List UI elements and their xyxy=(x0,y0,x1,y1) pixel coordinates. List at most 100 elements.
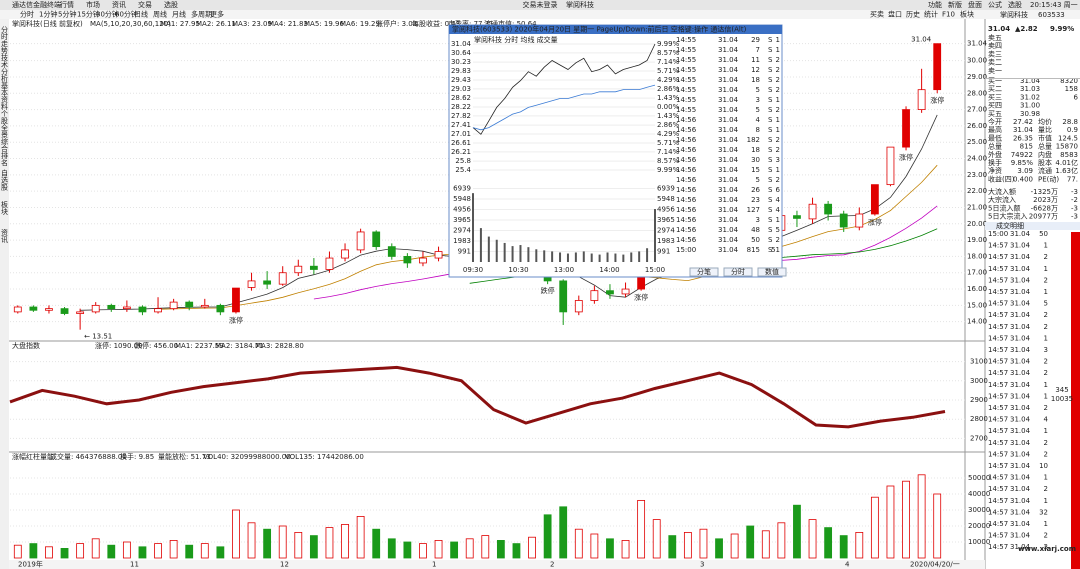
volume-bar xyxy=(559,506,568,559)
y-tick-label: 31.04 xyxy=(451,40,472,48)
trade-cell: 3 xyxy=(776,156,780,164)
menu-right[interactable]: 新版 xyxy=(948,0,962,9)
trade-cell: 31.04 xyxy=(718,206,739,214)
trade-cell: S xyxy=(768,226,773,234)
trade-cell: S xyxy=(768,186,773,194)
period-tab[interactable]: 1分钟 xyxy=(39,10,57,19)
trade-cell: 14:56 xyxy=(676,126,697,134)
trade-cell: 7 xyxy=(756,46,760,54)
period-tab[interactable]: 周线 xyxy=(153,10,167,19)
tool-tab[interactable]: 统计 xyxy=(924,10,938,19)
sidebar-tab[interactable]: 个股全景 xyxy=(1,110,9,139)
sidebar-tab[interactable]: 分时走势 xyxy=(1,25,9,55)
sidebar-tab[interactable]: 技术分析 xyxy=(1,53,9,83)
legend-item: MA3: 23.09 xyxy=(232,20,272,28)
stat-cell: PE(动) xyxy=(1038,174,1059,183)
sidebar-tab[interactable]: 基本资料 xyxy=(1,81,9,111)
y-tick-label: 27.01 xyxy=(451,130,471,138)
candle-body xyxy=(200,304,209,308)
trade-cell: 4 xyxy=(756,116,761,124)
sidebar-tab[interactable]: 综合排名 xyxy=(1,137,9,167)
period-tab[interactable]: 更多 xyxy=(210,10,224,19)
y-tick-label: 5948 xyxy=(657,195,675,203)
menu-right[interactable]: 公式 xyxy=(988,0,1002,9)
popup-button[interactable] xyxy=(723,267,753,277)
menu-item[interactable]: 行情 xyxy=(60,0,74,9)
trade-cell: S xyxy=(768,196,773,204)
stat-cell: 量比 xyxy=(1038,125,1052,134)
sidebar-tab[interactable]: 自选股 xyxy=(1,169,9,192)
menu-right[interactable]: 功能 xyxy=(928,0,942,9)
trade-cell: 31.04 xyxy=(718,246,739,254)
stat-cell: 0.9 xyxy=(1067,126,1078,134)
popup-button[interactable] xyxy=(757,267,787,277)
period-tab[interactable]: 5分钟 xyxy=(58,10,76,19)
menu-item[interactable]: 资讯 xyxy=(112,0,126,9)
period-tab[interactable]: 60分钟 xyxy=(115,10,138,19)
flow-cell: 大流入额 xyxy=(988,187,1016,196)
time-axis xyxy=(9,560,985,569)
candle-body xyxy=(372,231,381,248)
volume-bar xyxy=(200,543,209,559)
y-tick-label: 29.00 xyxy=(967,73,987,81)
period-tab[interactable]: 多周期 xyxy=(191,10,212,19)
tool-tab[interactable]: 历史 xyxy=(906,10,920,19)
tool-tab[interactable]: 买卖 xyxy=(870,11,884,19)
menu-right[interactable]: 选股 xyxy=(1008,0,1022,9)
trade-cell: 8 xyxy=(756,126,760,134)
trade-cell: 14:56 xyxy=(676,206,697,214)
detail-cell: 31.04 xyxy=(1010,242,1031,250)
y-tick-label: 6939 xyxy=(657,184,675,192)
popup-button[interactable] xyxy=(689,267,719,277)
popup-button-label[interactable]: 分笔 xyxy=(697,267,711,276)
period-tab[interactable]: 月线 xyxy=(172,10,186,19)
flow-cell: -3 xyxy=(1071,188,1078,196)
flow-cell: 大宗流入 xyxy=(988,195,1016,204)
period-tab[interactable]: 30分钟 xyxy=(96,10,119,19)
trade-cell: S xyxy=(768,46,773,54)
legend-item: 量能放松: 51.73 xyxy=(158,452,211,461)
y-tick-label: 18.00 xyxy=(967,252,987,260)
candle-body xyxy=(606,290,614,295)
y-tick-label: 30.23 xyxy=(451,58,471,66)
trade-cell: 31.04 xyxy=(718,196,739,204)
detail-cell: 2 xyxy=(1044,276,1048,284)
period-tab[interactable]: 日线 xyxy=(134,10,148,19)
tool-tab[interactable]: F10 xyxy=(942,11,955,19)
candle-body xyxy=(138,306,147,313)
trade-cell: 2 xyxy=(776,136,780,144)
popup-button-label[interactable]: 分时 xyxy=(731,267,745,276)
popup-button-label[interactable]: 数值 xyxy=(765,267,779,276)
tool-tab[interactable]: 盘口 xyxy=(888,10,902,19)
y-tick-label: 2700 xyxy=(970,434,988,442)
y-tick-label: 2900 xyxy=(970,396,988,404)
menu-item[interactable]: 选股 xyxy=(164,0,178,9)
trade-cell: 2 xyxy=(776,106,780,114)
x-tick-label: 13:00 xyxy=(554,266,574,274)
pct-label: 8.57% xyxy=(657,49,680,57)
period-tab[interactable]: 分时 xyxy=(20,10,34,19)
book-cell: 买五 xyxy=(988,110,1002,118)
stat-cell: 收益(四) xyxy=(988,174,1015,183)
trade-cell: S xyxy=(768,116,773,124)
sidebar-tab[interactable]: 板块 xyxy=(1,200,9,216)
sidebar-tab[interactable]: 资讯 xyxy=(1,228,9,244)
volume-bar xyxy=(528,536,536,559)
y-tick-label: 10000 xyxy=(968,538,990,546)
tool-tab[interactable]: 板块 xyxy=(960,10,974,19)
trade-cell: S xyxy=(768,106,773,114)
y-tick-label: 991 xyxy=(657,248,670,256)
stat-cell: 最高 xyxy=(988,125,1002,134)
y-tick-label: 26.61 xyxy=(451,139,471,147)
period-tab[interactable]: 15分钟 xyxy=(77,10,100,19)
y-tick-label: 50000 xyxy=(968,474,990,482)
menu-item[interactable]: 交易 xyxy=(138,0,152,9)
menu-item[interactable]: 市场 xyxy=(86,0,100,9)
volume-bar xyxy=(683,532,692,559)
pane-title: 大盘指数 xyxy=(12,341,40,350)
legend-item: 成交量: 464376888.00 xyxy=(50,452,127,461)
index-line xyxy=(9,365,946,429)
menu-right[interactable]: 盘面 xyxy=(968,0,982,9)
volume-bar xyxy=(169,540,178,559)
